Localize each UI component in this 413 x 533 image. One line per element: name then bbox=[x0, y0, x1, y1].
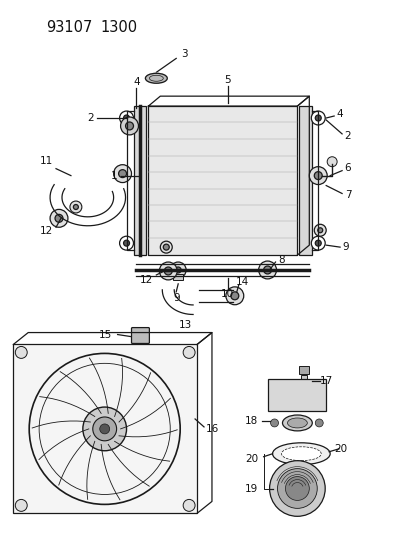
Circle shape bbox=[269, 461, 325, 516]
Text: 6: 6 bbox=[344, 163, 351, 173]
Circle shape bbox=[93, 417, 116, 441]
Bar bbox=[299, 366, 309, 374]
Text: 20: 20 bbox=[244, 454, 258, 464]
Circle shape bbox=[183, 499, 195, 511]
Circle shape bbox=[100, 424, 109, 434]
Circle shape bbox=[118, 169, 126, 177]
Circle shape bbox=[119, 236, 133, 250]
Circle shape bbox=[263, 266, 271, 274]
Text: 8: 8 bbox=[278, 255, 284, 265]
Text: 13: 13 bbox=[178, 320, 191, 329]
Text: 14: 14 bbox=[235, 277, 249, 287]
Circle shape bbox=[277, 469, 316, 508]
Circle shape bbox=[270, 419, 278, 427]
Text: 12: 12 bbox=[140, 275, 153, 285]
Text: 12: 12 bbox=[39, 226, 52, 236]
Circle shape bbox=[311, 111, 325, 125]
Bar bbox=[301, 375, 306, 389]
FancyBboxPatch shape bbox=[299, 106, 311, 255]
Text: 2: 2 bbox=[87, 113, 94, 123]
Text: 16: 16 bbox=[205, 424, 218, 434]
Circle shape bbox=[313, 172, 321, 180]
Circle shape bbox=[15, 346, 27, 358]
Circle shape bbox=[313, 224, 325, 236]
Circle shape bbox=[326, 157, 336, 167]
Text: 17: 17 bbox=[319, 376, 332, 386]
Ellipse shape bbox=[282, 415, 311, 431]
Text: 3: 3 bbox=[180, 50, 187, 60]
Circle shape bbox=[70, 201, 82, 213]
FancyBboxPatch shape bbox=[13, 344, 197, 513]
Text: 93107: 93107 bbox=[46, 20, 92, 35]
Circle shape bbox=[317, 228, 322, 233]
Text: 1: 1 bbox=[111, 171, 118, 181]
Circle shape bbox=[230, 292, 238, 300]
Ellipse shape bbox=[272, 443, 330, 465]
Polygon shape bbox=[173, 274, 183, 280]
Circle shape bbox=[123, 240, 129, 246]
Ellipse shape bbox=[287, 418, 306, 428]
Circle shape bbox=[119, 111, 133, 125]
Polygon shape bbox=[148, 106, 297, 255]
Text: 18: 18 bbox=[244, 416, 258, 426]
Circle shape bbox=[163, 244, 169, 250]
Circle shape bbox=[285, 477, 309, 500]
Circle shape bbox=[160, 241, 172, 253]
Ellipse shape bbox=[281, 447, 320, 461]
Text: 5: 5 bbox=[224, 75, 230, 85]
Circle shape bbox=[55, 214, 63, 222]
Circle shape bbox=[315, 115, 320, 121]
Circle shape bbox=[125, 122, 133, 130]
Text: 1300: 1300 bbox=[100, 20, 138, 35]
Circle shape bbox=[315, 240, 320, 246]
Text: 4: 4 bbox=[133, 77, 140, 87]
Text: 9: 9 bbox=[173, 293, 179, 303]
Circle shape bbox=[225, 287, 243, 305]
FancyBboxPatch shape bbox=[134, 106, 146, 255]
Circle shape bbox=[170, 262, 186, 278]
Circle shape bbox=[159, 262, 177, 280]
Text: 10: 10 bbox=[221, 289, 234, 299]
Text: 11: 11 bbox=[39, 156, 52, 166]
Circle shape bbox=[83, 407, 126, 451]
Ellipse shape bbox=[145, 74, 167, 83]
Text: 19: 19 bbox=[244, 483, 258, 494]
Text: 20: 20 bbox=[334, 444, 347, 454]
Circle shape bbox=[50, 209, 68, 227]
Circle shape bbox=[164, 267, 172, 275]
Circle shape bbox=[311, 236, 325, 250]
Text: 15: 15 bbox=[99, 329, 112, 340]
Circle shape bbox=[175, 267, 181, 273]
Circle shape bbox=[315, 419, 323, 427]
Circle shape bbox=[309, 167, 326, 184]
Text: 9: 9 bbox=[342, 242, 349, 252]
Circle shape bbox=[183, 346, 195, 358]
Circle shape bbox=[73, 205, 78, 209]
Circle shape bbox=[113, 165, 131, 183]
Text: 7: 7 bbox=[344, 190, 351, 200]
FancyBboxPatch shape bbox=[131, 328, 149, 343]
Circle shape bbox=[120, 117, 138, 135]
FancyBboxPatch shape bbox=[267, 379, 325, 411]
Circle shape bbox=[123, 115, 129, 121]
Text: 4: 4 bbox=[336, 109, 343, 119]
Circle shape bbox=[15, 499, 27, 511]
Circle shape bbox=[258, 261, 276, 279]
Text: 2: 2 bbox=[344, 131, 351, 141]
